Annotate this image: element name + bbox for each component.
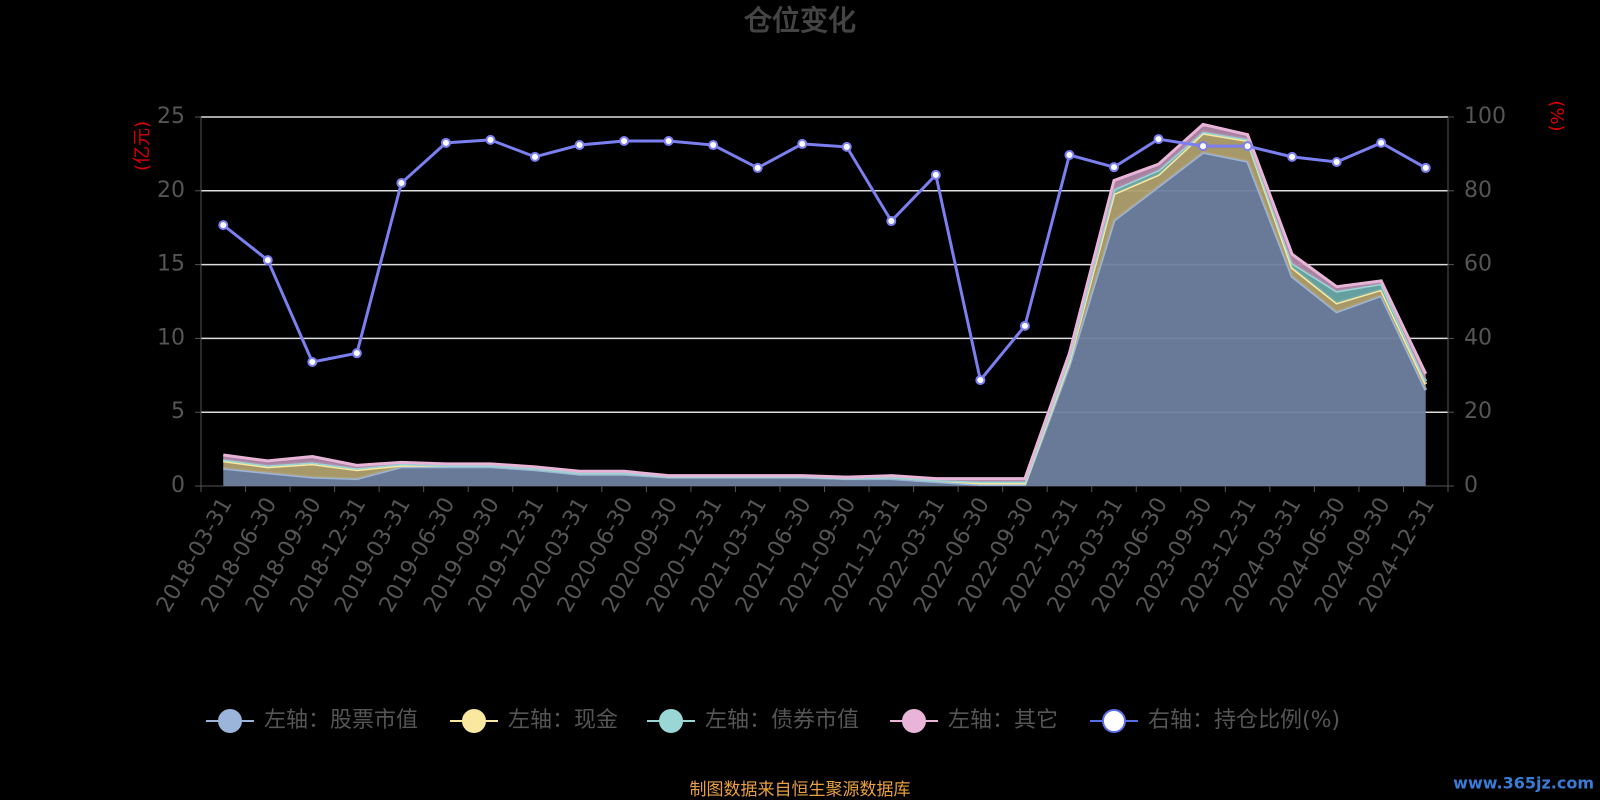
ratio-point <box>1019 320 1030 331</box>
ratio-point <box>930 169 941 180</box>
y-axis-label: (亿元) <box>132 121 153 171</box>
ratio-point <box>1420 162 1431 173</box>
legend-label: 右轴：持仓比例(%) <box>1148 708 1340 733</box>
y2-tick-label: 80 <box>1464 178 1492 203</box>
legend-marker <box>659 709 683 733</box>
legend-label: 左轴：现金 <box>508 708 618 733</box>
chart-title: 仓位变化 <box>744 4 856 37</box>
ratio-point <box>1108 162 1119 173</box>
y2-tick-label: 0 <box>1464 473 1478 498</box>
area-fill <box>223 152 1426 486</box>
ratio-point <box>619 135 630 146</box>
y-tick-label: 25 <box>157 104 185 129</box>
y2-tick-label: 40 <box>1464 325 1492 350</box>
y2-axis-label: (%) <box>1546 100 1567 131</box>
ratio-line <box>222 137 1427 384</box>
ratio-point <box>886 216 897 227</box>
ratio-point <box>797 138 808 149</box>
legend-marker <box>902 709 926 733</box>
ratio-point <box>1242 141 1253 152</box>
ratio-point <box>218 220 229 231</box>
ratio-point <box>485 134 496 145</box>
legend-label: 左轴：其它 <box>948 708 1058 733</box>
ratio-point <box>1376 137 1387 148</box>
legend-marker <box>1102 709 1126 733</box>
ratio-point <box>530 151 541 162</box>
ratio-point <box>1198 141 1209 152</box>
y-tick-label: 15 <box>157 252 185 277</box>
legend-marker <box>462 709 486 733</box>
ratio-point <box>975 375 986 386</box>
ratio-point <box>1287 151 1298 162</box>
legend-label: 左轴：债券市值 <box>705 708 859 733</box>
y-tick-label: 5 <box>171 399 185 424</box>
y2-tick-label: 20 <box>1464 399 1492 424</box>
ratio-point <box>841 141 852 152</box>
y2-tick-label: 60 <box>1464 252 1492 277</box>
ratio-point <box>708 140 719 151</box>
legend-label: 左轴：股票市值 <box>264 708 418 733</box>
ratio-point <box>440 137 451 148</box>
ratio-point <box>574 140 585 151</box>
ratio-point <box>663 135 674 146</box>
y2-tick-label: 100 <box>1464 104 1506 129</box>
ratio-point <box>396 178 407 189</box>
ratio-point <box>1153 134 1164 145</box>
y-tick-label: 0 <box>171 473 185 498</box>
source-note: 制图数据来自恒生聚源数据库 <box>690 780 911 800</box>
y-tick-label: 10 <box>157 325 185 350</box>
ratio-point <box>351 348 362 359</box>
y-tick-label: 20 <box>157 178 185 203</box>
ratio-point <box>1331 157 1342 168</box>
area-line <box>223 122 1428 481</box>
watermark: www.365jz.com <box>1453 774 1594 793</box>
ratio-point <box>752 162 763 173</box>
ratio-point <box>307 357 318 368</box>
legend-marker <box>218 709 242 733</box>
ratio-point <box>1064 150 1075 161</box>
ratio-point <box>262 255 273 266</box>
